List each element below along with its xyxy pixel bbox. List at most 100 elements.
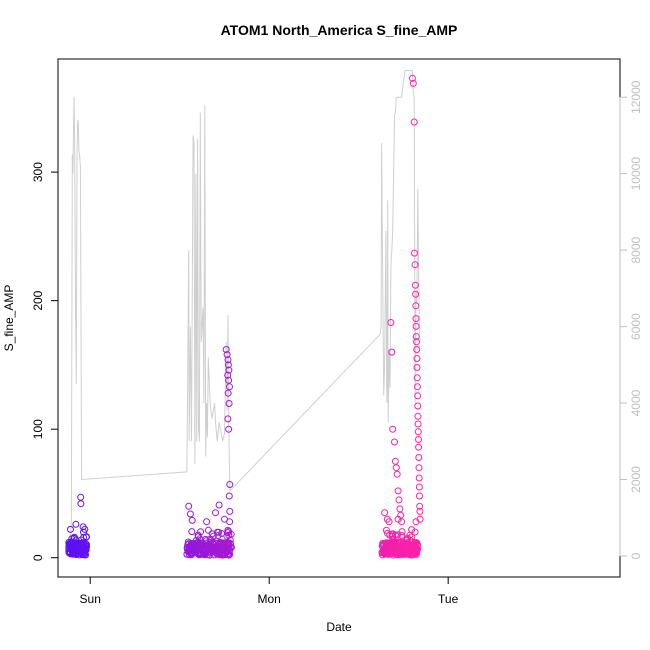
data-point [414,392,422,400]
data-point [221,541,229,549]
data-point [382,526,390,534]
data-point [204,526,212,534]
data-point [207,536,215,544]
data-point [224,415,232,423]
data-point [213,550,221,558]
data-point [225,425,233,433]
y-tick-label: 0 [31,554,45,561]
data-point [218,550,226,558]
data-point [396,550,403,558]
data-point [81,525,89,533]
data-point [408,526,416,534]
chart-title: ATOM1 North_America S_fine_AMP [221,22,458,38]
data-point [415,483,423,491]
data-point [223,351,231,359]
y2-tick-label: 0 [629,552,643,559]
data-point [408,74,416,82]
data-point [388,348,396,356]
data-point [412,543,420,550]
data-point [215,501,223,509]
y-tick-label: 200 [31,290,45,310]
data-point [225,492,233,500]
data-point [414,420,422,428]
data-point [76,545,84,553]
data-point [411,261,419,269]
data-point [382,539,390,547]
data-point [381,509,389,517]
data-point [414,402,422,410]
y-tick-label: 300 [31,162,45,182]
data-point [416,492,423,500]
axes-layer: Sun Mon Tue 0 100 200 300 0 2000 4000 6000 8000 1000… [31,80,643,606]
data-point [391,531,399,539]
data-point [413,355,421,362]
data-point [389,425,397,433]
data-point [404,545,412,553]
data-point [225,366,233,374]
data-point [72,536,80,544]
data-point [77,493,85,501]
data-point [73,544,81,552]
x-axis-label: Date [326,620,352,634]
data-point [188,528,196,536]
y-axis-label: S_fine_AMP [2,285,16,352]
data-point [412,290,420,298]
data-point [79,539,87,547]
data-point [209,532,217,540]
data-point [415,464,423,472]
data-point [395,496,403,504]
data-point [411,528,419,536]
data-point [67,525,74,533]
data-point [217,539,225,547]
data-point [412,551,420,559]
data-point [389,530,396,538]
data-point [72,520,80,528]
data-point [393,470,401,478]
data-point [224,361,232,369]
data-point [225,540,233,548]
data-point [415,454,423,461]
data-point [413,346,421,353]
data-point [412,322,420,330]
data-point [415,443,423,451]
data-point [416,507,424,515]
data-point [413,549,421,557]
data-point [226,481,234,488]
data-point [412,302,420,310]
data-point [224,356,232,364]
data-point [414,428,422,436]
data-point [385,518,393,526]
data-point [413,374,421,382]
data-point [398,518,406,526]
y2-tick-label: 12000 [629,80,643,114]
data-point [415,436,422,443]
data-point [186,510,194,518]
data-point [203,539,211,547]
y2-tick-label: 10000 [629,157,643,191]
x-tick-label: Mon [258,592,281,606]
data-point [226,518,234,526]
data-point [392,464,400,472]
data-point [383,547,391,555]
y2-tick-label: 8000 [629,236,643,263]
data-point [188,516,196,524]
data-point [391,457,399,465]
data-point [65,540,73,548]
data-point [66,539,74,547]
data-point [387,319,395,326]
data-point [77,500,85,508]
data-point [412,315,420,323]
data-point [412,333,420,341]
data-point [413,338,420,346]
plot-frame [57,58,621,578]
data-point [208,547,216,555]
data-point [411,281,419,289]
data-point [389,541,397,549]
data-point [382,543,390,551]
data-point [225,528,233,535]
data-point [187,540,195,548]
data-point [203,518,211,526]
data-point [204,548,212,556]
data-point [183,550,191,558]
